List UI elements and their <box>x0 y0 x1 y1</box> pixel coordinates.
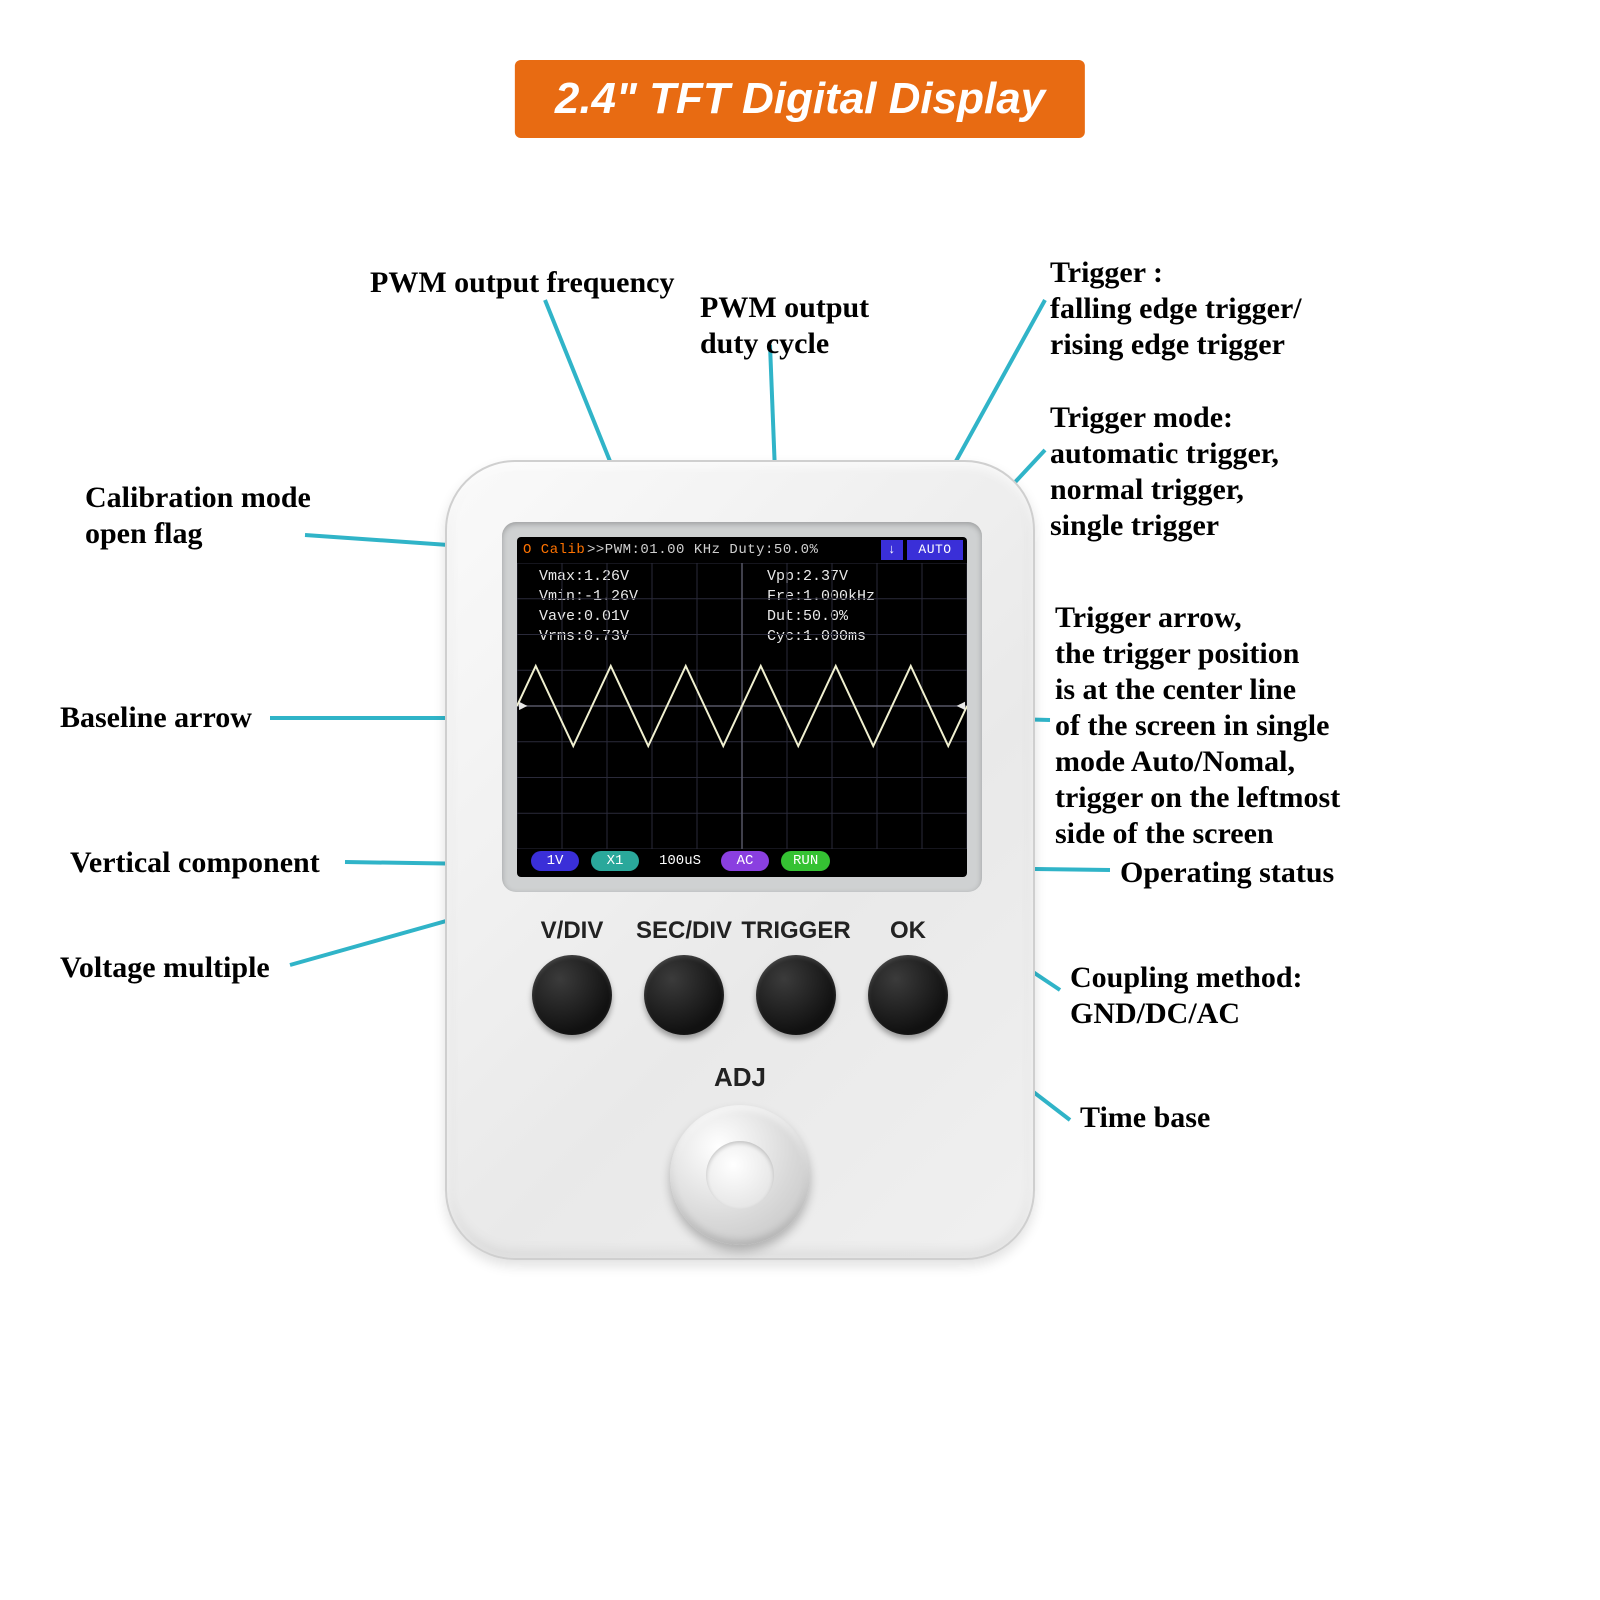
trigger-edge-icon: ↓ <box>881 540 903 560</box>
title-banner: 2.4" TFT Digital Display <box>515 60 1085 138</box>
callout-time: Time base <box>1080 1100 1210 1136</box>
callout-vdiv: Vertical component <box>70 845 320 881</box>
button-row: V/DIV SEC/DIV TRIGGER OK <box>517 917 963 1035</box>
vdiv-button[interactable] <box>532 955 612 1035</box>
btn-label-secdiv: SEC/DIV <box>629 917 739 945</box>
timebase-readout: 100uS <box>651 853 709 869</box>
btn-label-ok: OK <box>853 917 963 945</box>
pwm-readout: >>PWM:01.00 KHz Duty:50.0% <box>587 542 877 558</box>
trigger-button[interactable] <box>756 955 836 1035</box>
device-shell: O Calib >>PWM:01.00 KHz Duty:50.0% ↓ AUT… <box>445 460 1035 1260</box>
pill-couple: AC <box>721 851 769 871</box>
knob-label: ADJ <box>670 1062 810 1093</box>
trigger-mode-badge: AUTO <box>907 540 963 560</box>
pill-mult: X1 <box>591 851 639 871</box>
secdiv-button[interactable] <box>644 955 724 1035</box>
adj-knob[interactable] <box>670 1105 810 1245</box>
pill-vdiv: 1V <box>531 851 579 871</box>
ok-button[interactable] <box>868 955 948 1035</box>
callout-calib: Calibration modeopen flag <box>85 480 311 552</box>
callout-pwm-freq: PWM output frequency <box>370 265 674 301</box>
baseline-arrow: ▶ <box>519 698 527 715</box>
screen-top-bar: O Calib >>PWM:01.00 KHz Duty:50.0% ↓ AUT… <box>517 537 967 563</box>
callout-mode: Trigger mode:automatic trigger,normal tr… <box>1050 400 1279 544</box>
callout-trigarr: Trigger arrow,the trigger positionis at … <box>1055 600 1340 852</box>
trigger-arrow: ◀ <box>957 698 965 715</box>
callout-mult: Voltage multiple <box>60 950 270 986</box>
callout-couple: Coupling method:GND/DC/AC <box>1070 960 1303 1032</box>
btn-label-vdiv: V/DIV <box>517 917 627 945</box>
callout-edge: Trigger :falling edge trigger/rising edg… <box>1050 255 1302 363</box>
callout-status: Operating status <box>1120 855 1334 891</box>
callout-pwm-duty: PWM outputduty cycle <box>700 290 869 362</box>
calib-flag: O Calib <box>517 542 587 558</box>
lcd-screen: O Calib >>PWM:01.00 KHz Duty:50.0% ↓ AUT… <box>517 537 967 877</box>
callout-baseline: Baseline arrow <box>60 700 252 736</box>
btn-label-trigger: TRIGGER <box>741 917 851 945</box>
screen-bezel: O Calib >>PWM:01.00 KHz Duty:50.0% ↓ AUT… <box>502 522 982 892</box>
adj-knob-group: ADJ <box>670 1062 810 1245</box>
screen-bottom-pills: 1V X1 100uS AC RUN <box>517 849 967 873</box>
pill-status: RUN <box>781 851 830 871</box>
waveform-area: ▶ ◀ <box>517 563 967 849</box>
